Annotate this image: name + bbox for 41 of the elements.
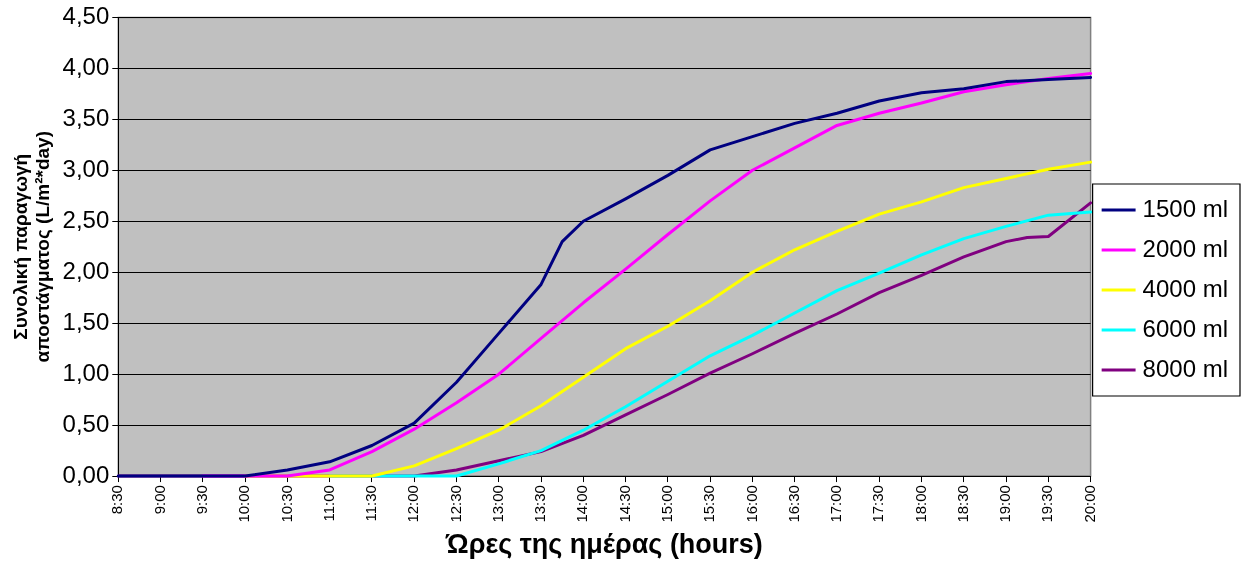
y-tick-label: 0,00 bbox=[62, 460, 110, 488]
x-tick-label: 12:30 bbox=[446, 485, 464, 523]
y-tick-label: 4,50 bbox=[62, 2, 110, 30]
x-tick-label: 10:00 bbox=[235, 485, 253, 523]
x-tick-label: 16:00 bbox=[742, 485, 760, 523]
x-tick-label: 18:30 bbox=[953, 485, 971, 523]
legend-label: 1500 ml bbox=[1142, 194, 1229, 222]
legend-label: 8000 ml bbox=[1142, 354, 1229, 382]
x-tick-label: 10:30 bbox=[277, 485, 295, 523]
y-axis-title: Συνολική παραγωγή αποστάγματος (L/m²*day) bbox=[9, 131, 54, 363]
x-tick-label: 14:30 bbox=[615, 485, 633, 523]
y-tick-label: 0,50 bbox=[62, 409, 110, 437]
y-tick-label: 3,00 bbox=[62, 154, 110, 182]
x-tick-label: 9:30 bbox=[193, 485, 210, 515]
x-tick-label: 19:00 bbox=[996, 485, 1014, 523]
x-tick-label: 9:00 bbox=[150, 485, 168, 515]
x-tick-label: 15:30 bbox=[700, 485, 718, 523]
y-tick-label: 1,00 bbox=[62, 358, 110, 386]
x-tick-label: 11:30 bbox=[362, 485, 380, 522]
x-tick-label: 11:00 bbox=[319, 485, 337, 522]
x-tick-label: 14:00 bbox=[573, 485, 591, 523]
x-tick-label: 20:00 bbox=[1080, 485, 1098, 523]
x-tick-label: 13:00 bbox=[488, 485, 506, 523]
x-tick-label: 17:00 bbox=[827, 485, 845, 523]
y-tick-label: 2,00 bbox=[62, 256, 110, 284]
legend-label: 2000 ml bbox=[1142, 234, 1229, 262]
x-tick-label: 16:30 bbox=[784, 485, 802, 523]
x-tick-label: 8:30 bbox=[108, 485, 126, 515]
y-tick-label: 2,50 bbox=[62, 205, 110, 233]
x-tick-label: 12:00 bbox=[404, 485, 422, 523]
y-tick-label: 3,50 bbox=[62, 103, 110, 131]
legend-label: 4000 ml bbox=[1142, 274, 1229, 302]
x-tick-label: 15:00 bbox=[658, 485, 676, 523]
legend-label: 6000 ml bbox=[1142, 314, 1229, 342]
x-axis-title: Ώρες της ημέρας (hours) bbox=[445, 529, 763, 560]
x-tick-label: 18:00 bbox=[911, 485, 929, 523]
x-tick-label: 17:30 bbox=[869, 485, 887, 523]
x-tick-label: 19:30 bbox=[1038, 485, 1056, 523]
x-tick-label: 13:30 bbox=[531, 485, 549, 523]
y-tick-label: 4,00 bbox=[62, 52, 110, 80]
y-tick-label: 1,50 bbox=[62, 307, 110, 335]
